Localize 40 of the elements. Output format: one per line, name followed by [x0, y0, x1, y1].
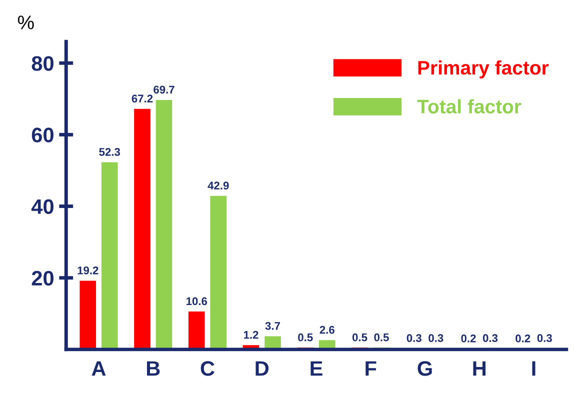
y-axis-title: %	[18, 16, 34, 30]
data-label: 2.6	[320, 326, 334, 334]
data-label: 0.3	[537, 334, 552, 342]
bar	[156, 100, 172, 350]
data-label: 3.7	[265, 322, 280, 330]
x-tick-label: B	[146, 361, 160, 376]
legend-label: Primary factor	[418, 60, 549, 78]
data-label: 0.5	[352, 333, 368, 342]
x-tick-label: E	[310, 361, 322, 376]
y-tick-label: 20	[32, 270, 54, 286]
x-tick-label: D	[256, 361, 269, 376]
x-tick-label: C	[200, 361, 214, 376]
x-tick-label: I	[532, 361, 536, 376]
bar	[210, 196, 227, 350]
data-label: 0.5	[374, 333, 389, 342]
data-label: 0.3	[482, 334, 498, 342]
y-tick-label: 80	[32, 56, 54, 71]
data-label: 0.2	[516, 334, 530, 342]
data-label: 0.5	[298, 333, 313, 342]
data-label: 1.2	[244, 330, 258, 339]
legend-label: Total factor	[417, 99, 522, 114]
bar	[188, 311, 205, 350]
x-tick-label: F	[366, 361, 376, 376]
bar	[101, 162, 118, 350]
data-label: 19.2	[78, 266, 98, 274]
x-tick-label: G	[418, 361, 432, 376]
data-label: 10.6	[186, 297, 208, 306]
x-tick-label: H	[473, 361, 486, 376]
y-tick-label: 40	[31, 199, 54, 214]
data-label: 67.2	[132, 94, 153, 103]
data-label: 0.3	[428, 334, 444, 342]
data-label: 52.3	[99, 148, 120, 156]
bar	[134, 108, 150, 350]
data-label: 42.9	[208, 182, 229, 190]
bar	[80, 280, 96, 350]
data-label: 0.3	[406, 334, 422, 342]
x-tick-label: A	[92, 361, 106, 376]
y-tick-label: 60	[32, 128, 54, 142]
data-label: 69.7	[154, 86, 174, 94]
data-label: 0.2	[461, 334, 476, 342]
